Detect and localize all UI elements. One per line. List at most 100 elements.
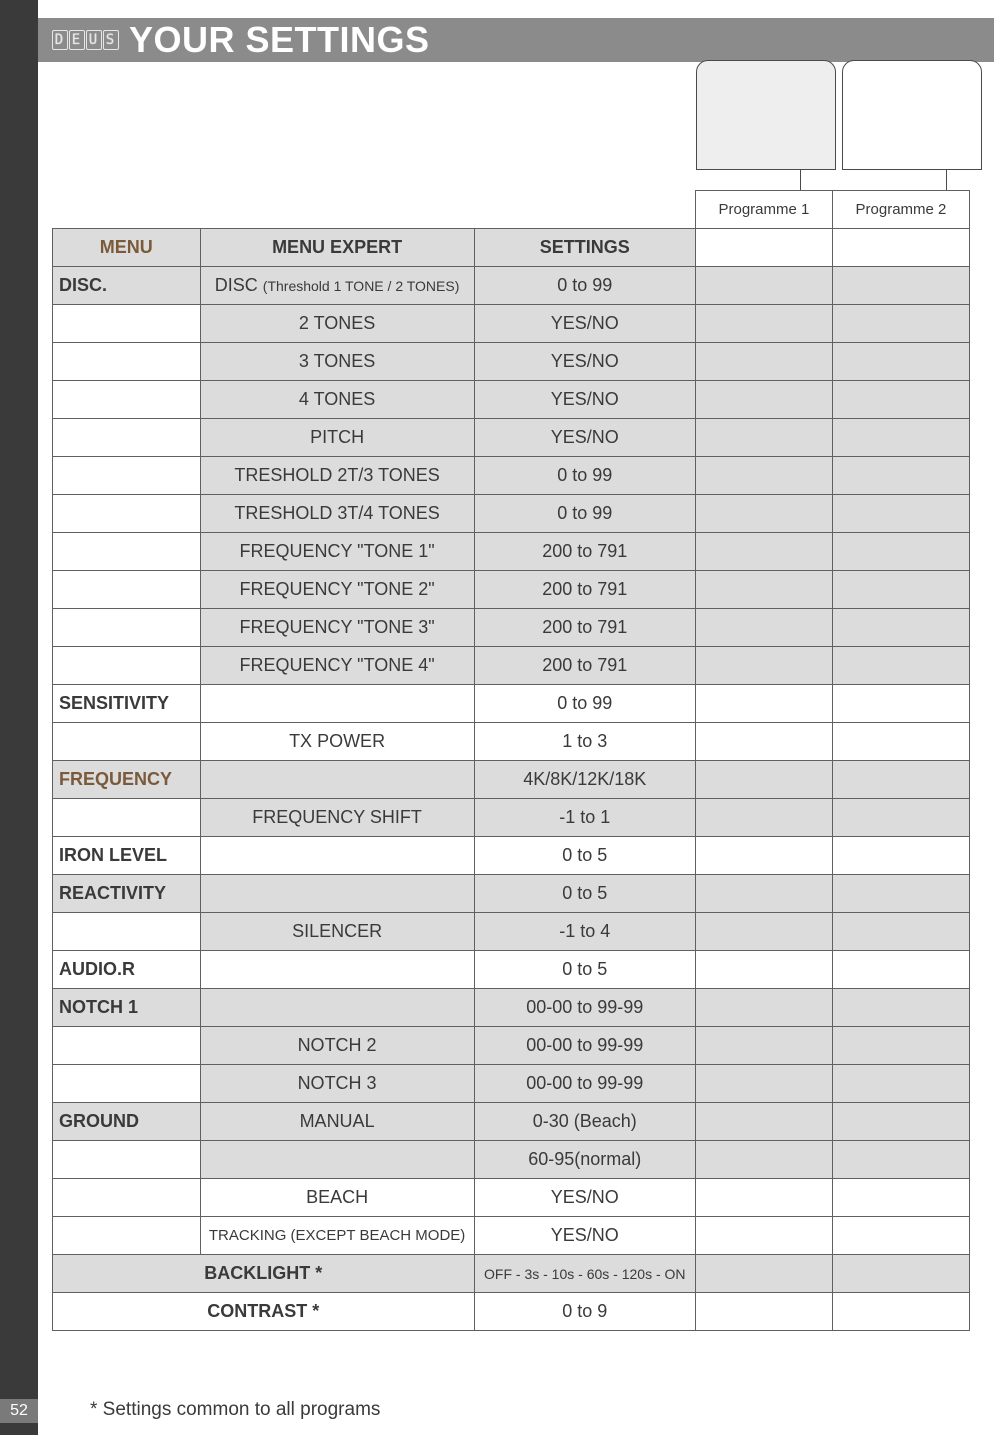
expert-cell: TRESHOLD 3T/4 TONES bbox=[200, 495, 474, 533]
prog1-cell bbox=[695, 837, 832, 875]
prog2-cell bbox=[832, 533, 969, 571]
prog2-cell bbox=[832, 913, 969, 951]
table-row: FREQUENCY SHIFT-1 to 1 bbox=[53, 799, 970, 837]
settings-cell: 00-00 to 99-99 bbox=[474, 989, 695, 1027]
menu-cell bbox=[53, 1217, 201, 1255]
expert-cell: NOTCH 2 bbox=[200, 1027, 474, 1065]
settings-cell: 200 to 791 bbox=[474, 609, 695, 647]
menu-cell bbox=[53, 723, 201, 761]
settings-cell: 0-30 (Beach) bbox=[474, 1103, 695, 1141]
prog1-cell bbox=[695, 457, 832, 495]
prog2-cell bbox=[832, 571, 969, 609]
tab-stem bbox=[946, 169, 948, 191]
menu-cell bbox=[53, 457, 201, 495]
programme-1-header: Programme 1 bbox=[695, 191, 832, 229]
settings-cell: YES/NO bbox=[474, 1179, 695, 1217]
expert-cell bbox=[200, 685, 474, 723]
prog1-cell bbox=[695, 1179, 832, 1217]
settings-cell: 0 to 99 bbox=[474, 495, 695, 533]
menu-cell: AUDIO.R bbox=[53, 951, 201, 989]
prog1-cell bbox=[695, 267, 832, 305]
table-row: AUDIO.R0 to 5 bbox=[53, 951, 970, 989]
prog2-cell bbox=[832, 1065, 969, 1103]
prog1-cell bbox=[695, 1141, 832, 1179]
prog1-cell bbox=[695, 1255, 832, 1293]
prog1-cell bbox=[695, 685, 832, 723]
table-row: BEACHYES/NO bbox=[53, 1179, 970, 1217]
prog2-cell bbox=[832, 229, 969, 267]
page-title: YOUR SETTINGS bbox=[129, 19, 430, 61]
settings-table-wrap: Programme 1 Programme 2 MENU MENU EXPERT… bbox=[52, 190, 970, 1331]
expert-cell: MANUAL bbox=[200, 1103, 474, 1141]
settings-cell: YES/NO bbox=[474, 343, 695, 381]
prog1-cell bbox=[695, 571, 832, 609]
prog1-cell bbox=[695, 609, 832, 647]
table-row: FREQUENCY "TONE 1"200 to 791 bbox=[53, 533, 970, 571]
expert-cell: TRACKING (EXCEPT BEACH MODE) bbox=[200, 1217, 474, 1255]
settings-cell: YES/NO bbox=[474, 305, 695, 343]
col-expert-header: MENU EXPERT bbox=[200, 229, 474, 267]
expert-cell: TX POWER bbox=[200, 723, 474, 761]
prog1-cell bbox=[695, 1217, 832, 1255]
menu-cell bbox=[53, 1027, 201, 1065]
prog2-cell bbox=[832, 1141, 969, 1179]
prog2-cell bbox=[832, 457, 969, 495]
table-header-row: MENU MENU EXPERT SETTINGS bbox=[53, 229, 970, 267]
programme-tabs bbox=[696, 60, 982, 170]
settings-cell: 200 to 791 bbox=[474, 533, 695, 571]
page-number: 52 bbox=[0, 1399, 38, 1423]
table-row: PITCHYES/NO bbox=[53, 419, 970, 457]
expert-cell: 4 TONES bbox=[200, 381, 474, 419]
table-row: NOTCH 200-00 to 99-99 bbox=[53, 1027, 970, 1065]
menu-cell bbox=[53, 799, 201, 837]
prog1-cell bbox=[695, 419, 832, 457]
expert-cell bbox=[200, 1141, 474, 1179]
prog1-cell bbox=[695, 989, 832, 1027]
settings-cell: 4K/8K/12K/18K bbox=[474, 761, 695, 799]
expert-cell: FREQUENCY "TONE 4" bbox=[200, 647, 474, 685]
prog1-cell bbox=[695, 723, 832, 761]
tab-programme-1 bbox=[696, 60, 836, 170]
prog1-cell bbox=[695, 305, 832, 343]
prog2-cell bbox=[832, 799, 969, 837]
menu-cell bbox=[53, 913, 201, 951]
settings-cell: 0 to 99 bbox=[474, 267, 695, 305]
table-row: NOTCH 1 00-00 to 99-99 bbox=[53, 989, 970, 1027]
table-row: GROUNDMANUAL0-30 (Beach) bbox=[53, 1103, 970, 1141]
menu-cell bbox=[53, 647, 201, 685]
menu-cell: IRON LEVEL bbox=[53, 837, 201, 875]
settings-cell: 1 to 3 bbox=[474, 723, 695, 761]
prog2-cell bbox=[832, 951, 969, 989]
brand-glyph: U bbox=[86, 30, 102, 50]
expert-cell: BEACH bbox=[200, 1179, 474, 1217]
table-row: NOTCH 300-00 to 99-99 bbox=[53, 1065, 970, 1103]
settings-cell: 200 to 791 bbox=[474, 647, 695, 685]
menu-cell: DISC. bbox=[53, 267, 201, 305]
settings-cell: YES/NO bbox=[474, 1217, 695, 1255]
table-row: TRACKING (EXCEPT BEACH MODE)YES/NO bbox=[53, 1217, 970, 1255]
prog2-cell bbox=[832, 419, 969, 457]
table-row: SILENCER-1 to 4 bbox=[53, 913, 970, 951]
settings-cell: 0 to 99 bbox=[474, 457, 695, 495]
prog1-cell bbox=[695, 799, 832, 837]
expert-cell: DISC (Threshold 1 TONE / 2 TONES) bbox=[200, 267, 474, 305]
settings-cell: 0 to 5 bbox=[474, 875, 695, 913]
table-row: 60-95(normal) bbox=[53, 1141, 970, 1179]
settings-table: Programme 1 Programme 2 MENU MENU EXPERT… bbox=[52, 190, 970, 1331]
settings-cell: -1 to 1 bbox=[474, 799, 695, 837]
prog2-cell bbox=[832, 761, 969, 799]
table-row: FREQUENCY "TONE 3"200 to 791 bbox=[53, 609, 970, 647]
brand-logo: DEUS bbox=[52, 30, 119, 50]
expert-cell: NOTCH 3 bbox=[200, 1065, 474, 1103]
merged-label: CONTRAST * bbox=[53, 1293, 475, 1331]
menu-cell bbox=[53, 305, 201, 343]
prog2-cell bbox=[832, 875, 969, 913]
menu-cell bbox=[53, 343, 201, 381]
menu-cell: NOTCH 1 bbox=[53, 989, 201, 1027]
prog1-cell bbox=[695, 343, 832, 381]
col-settings-header: SETTINGS bbox=[474, 229, 695, 267]
prog2-cell bbox=[832, 1027, 969, 1065]
expert-cell bbox=[200, 989, 474, 1027]
settings-cell: 0 to 5 bbox=[474, 837, 695, 875]
table-row: DISC.DISC (Threshold 1 TONE / 2 TONES)0 … bbox=[53, 267, 970, 305]
